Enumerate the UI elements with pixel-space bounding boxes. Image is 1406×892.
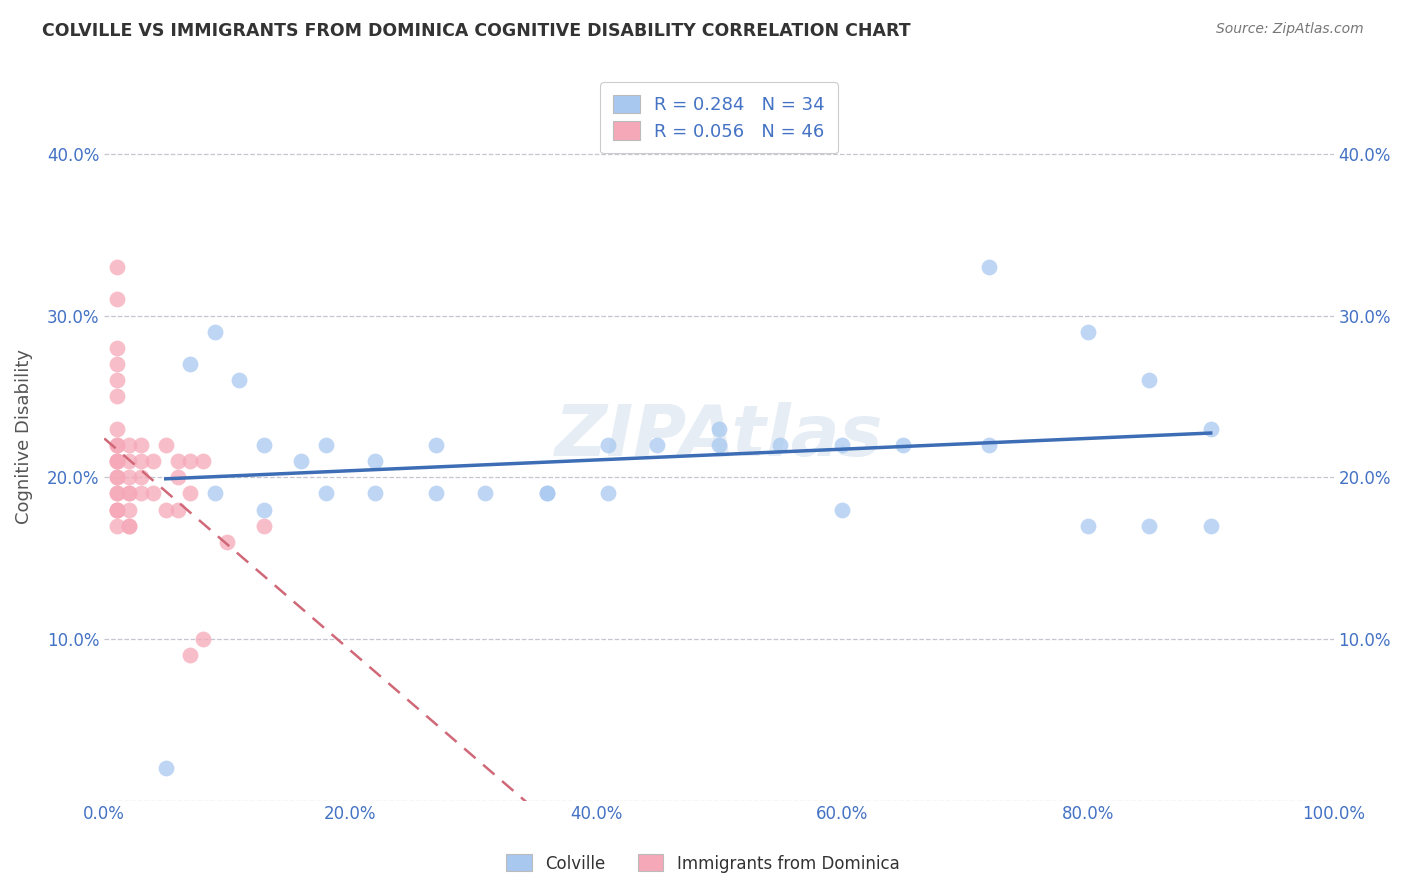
Point bbox=[253, 502, 276, 516]
Point bbox=[647, 438, 669, 452]
Point bbox=[769, 438, 792, 452]
Point bbox=[707, 422, 730, 436]
Point bbox=[425, 438, 447, 452]
Y-axis label: Cognitive Disability: Cognitive Disability bbox=[15, 350, 32, 524]
Point bbox=[253, 518, 276, 533]
Point bbox=[105, 454, 128, 468]
Point bbox=[290, 454, 312, 468]
Point bbox=[142, 454, 165, 468]
Legend: R = 0.284   N = 34, R = 0.056   N = 46: R = 0.284 N = 34, R = 0.056 N = 46 bbox=[600, 82, 838, 153]
Point bbox=[105, 438, 128, 452]
Point bbox=[155, 502, 177, 516]
Point bbox=[118, 518, 141, 533]
Text: COLVILLE VS IMMIGRANTS FROM DOMINICA COGNITIVE DISABILITY CORRELATION CHART: COLVILLE VS IMMIGRANTS FROM DOMINICA COG… bbox=[42, 22, 911, 40]
Point bbox=[315, 438, 337, 452]
Point bbox=[105, 470, 128, 484]
Point bbox=[831, 502, 853, 516]
Text: Source: ZipAtlas.com: Source: ZipAtlas.com bbox=[1216, 22, 1364, 37]
Point bbox=[129, 438, 152, 452]
Point bbox=[105, 470, 128, 484]
Point bbox=[204, 486, 226, 500]
Point bbox=[979, 438, 1001, 452]
Point bbox=[1199, 422, 1222, 436]
Point bbox=[179, 357, 201, 371]
Point bbox=[891, 438, 914, 452]
Legend: Colville, Immigrants from Dominica: Colville, Immigrants from Dominica bbox=[501, 847, 905, 880]
Point bbox=[105, 260, 128, 274]
Point bbox=[253, 438, 276, 452]
Point bbox=[979, 260, 1001, 274]
Point bbox=[105, 293, 128, 307]
Point bbox=[105, 502, 128, 516]
Point bbox=[204, 325, 226, 339]
Point bbox=[598, 438, 620, 452]
Point bbox=[105, 454, 128, 468]
Point bbox=[118, 486, 141, 500]
Point bbox=[105, 454, 128, 468]
Point bbox=[118, 518, 141, 533]
Point bbox=[155, 761, 177, 775]
Point bbox=[831, 438, 853, 452]
Point bbox=[179, 486, 201, 500]
Point bbox=[167, 470, 190, 484]
Point bbox=[167, 502, 190, 516]
Point bbox=[105, 438, 128, 452]
Point bbox=[105, 502, 128, 516]
Point bbox=[155, 438, 177, 452]
Point bbox=[129, 454, 152, 468]
Point bbox=[129, 470, 152, 484]
Point bbox=[1137, 373, 1160, 387]
Point bbox=[105, 486, 128, 500]
Point bbox=[118, 486, 141, 500]
Point bbox=[315, 486, 337, 500]
Point bbox=[1199, 518, 1222, 533]
Point bbox=[228, 373, 250, 387]
Point bbox=[105, 518, 128, 533]
Point bbox=[105, 341, 128, 355]
Text: ZIPAtlas: ZIPAtlas bbox=[555, 402, 883, 471]
Point bbox=[217, 535, 239, 549]
Point bbox=[142, 486, 165, 500]
Point bbox=[1137, 518, 1160, 533]
Point bbox=[179, 454, 201, 468]
Point bbox=[191, 454, 214, 468]
Point bbox=[707, 438, 730, 452]
Point bbox=[118, 502, 141, 516]
Point bbox=[474, 486, 496, 500]
Point bbox=[105, 373, 128, 387]
Point bbox=[425, 486, 447, 500]
Point bbox=[364, 486, 387, 500]
Point bbox=[118, 438, 141, 452]
Point bbox=[118, 454, 141, 468]
Point bbox=[105, 389, 128, 403]
Point bbox=[105, 486, 128, 500]
Point bbox=[129, 486, 152, 500]
Point bbox=[179, 648, 201, 662]
Point bbox=[536, 486, 558, 500]
Point bbox=[1077, 325, 1099, 339]
Point bbox=[105, 502, 128, 516]
Point bbox=[105, 357, 128, 371]
Point bbox=[167, 454, 190, 468]
Point bbox=[191, 632, 214, 646]
Point bbox=[1077, 518, 1099, 533]
Point bbox=[118, 470, 141, 484]
Point bbox=[105, 422, 128, 436]
Point bbox=[598, 486, 620, 500]
Point bbox=[536, 486, 558, 500]
Point bbox=[364, 454, 387, 468]
